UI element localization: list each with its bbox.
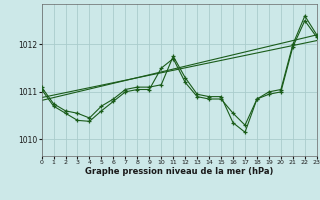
X-axis label: Graphe pression niveau de la mer (hPa): Graphe pression niveau de la mer (hPa) <box>85 167 273 176</box>
